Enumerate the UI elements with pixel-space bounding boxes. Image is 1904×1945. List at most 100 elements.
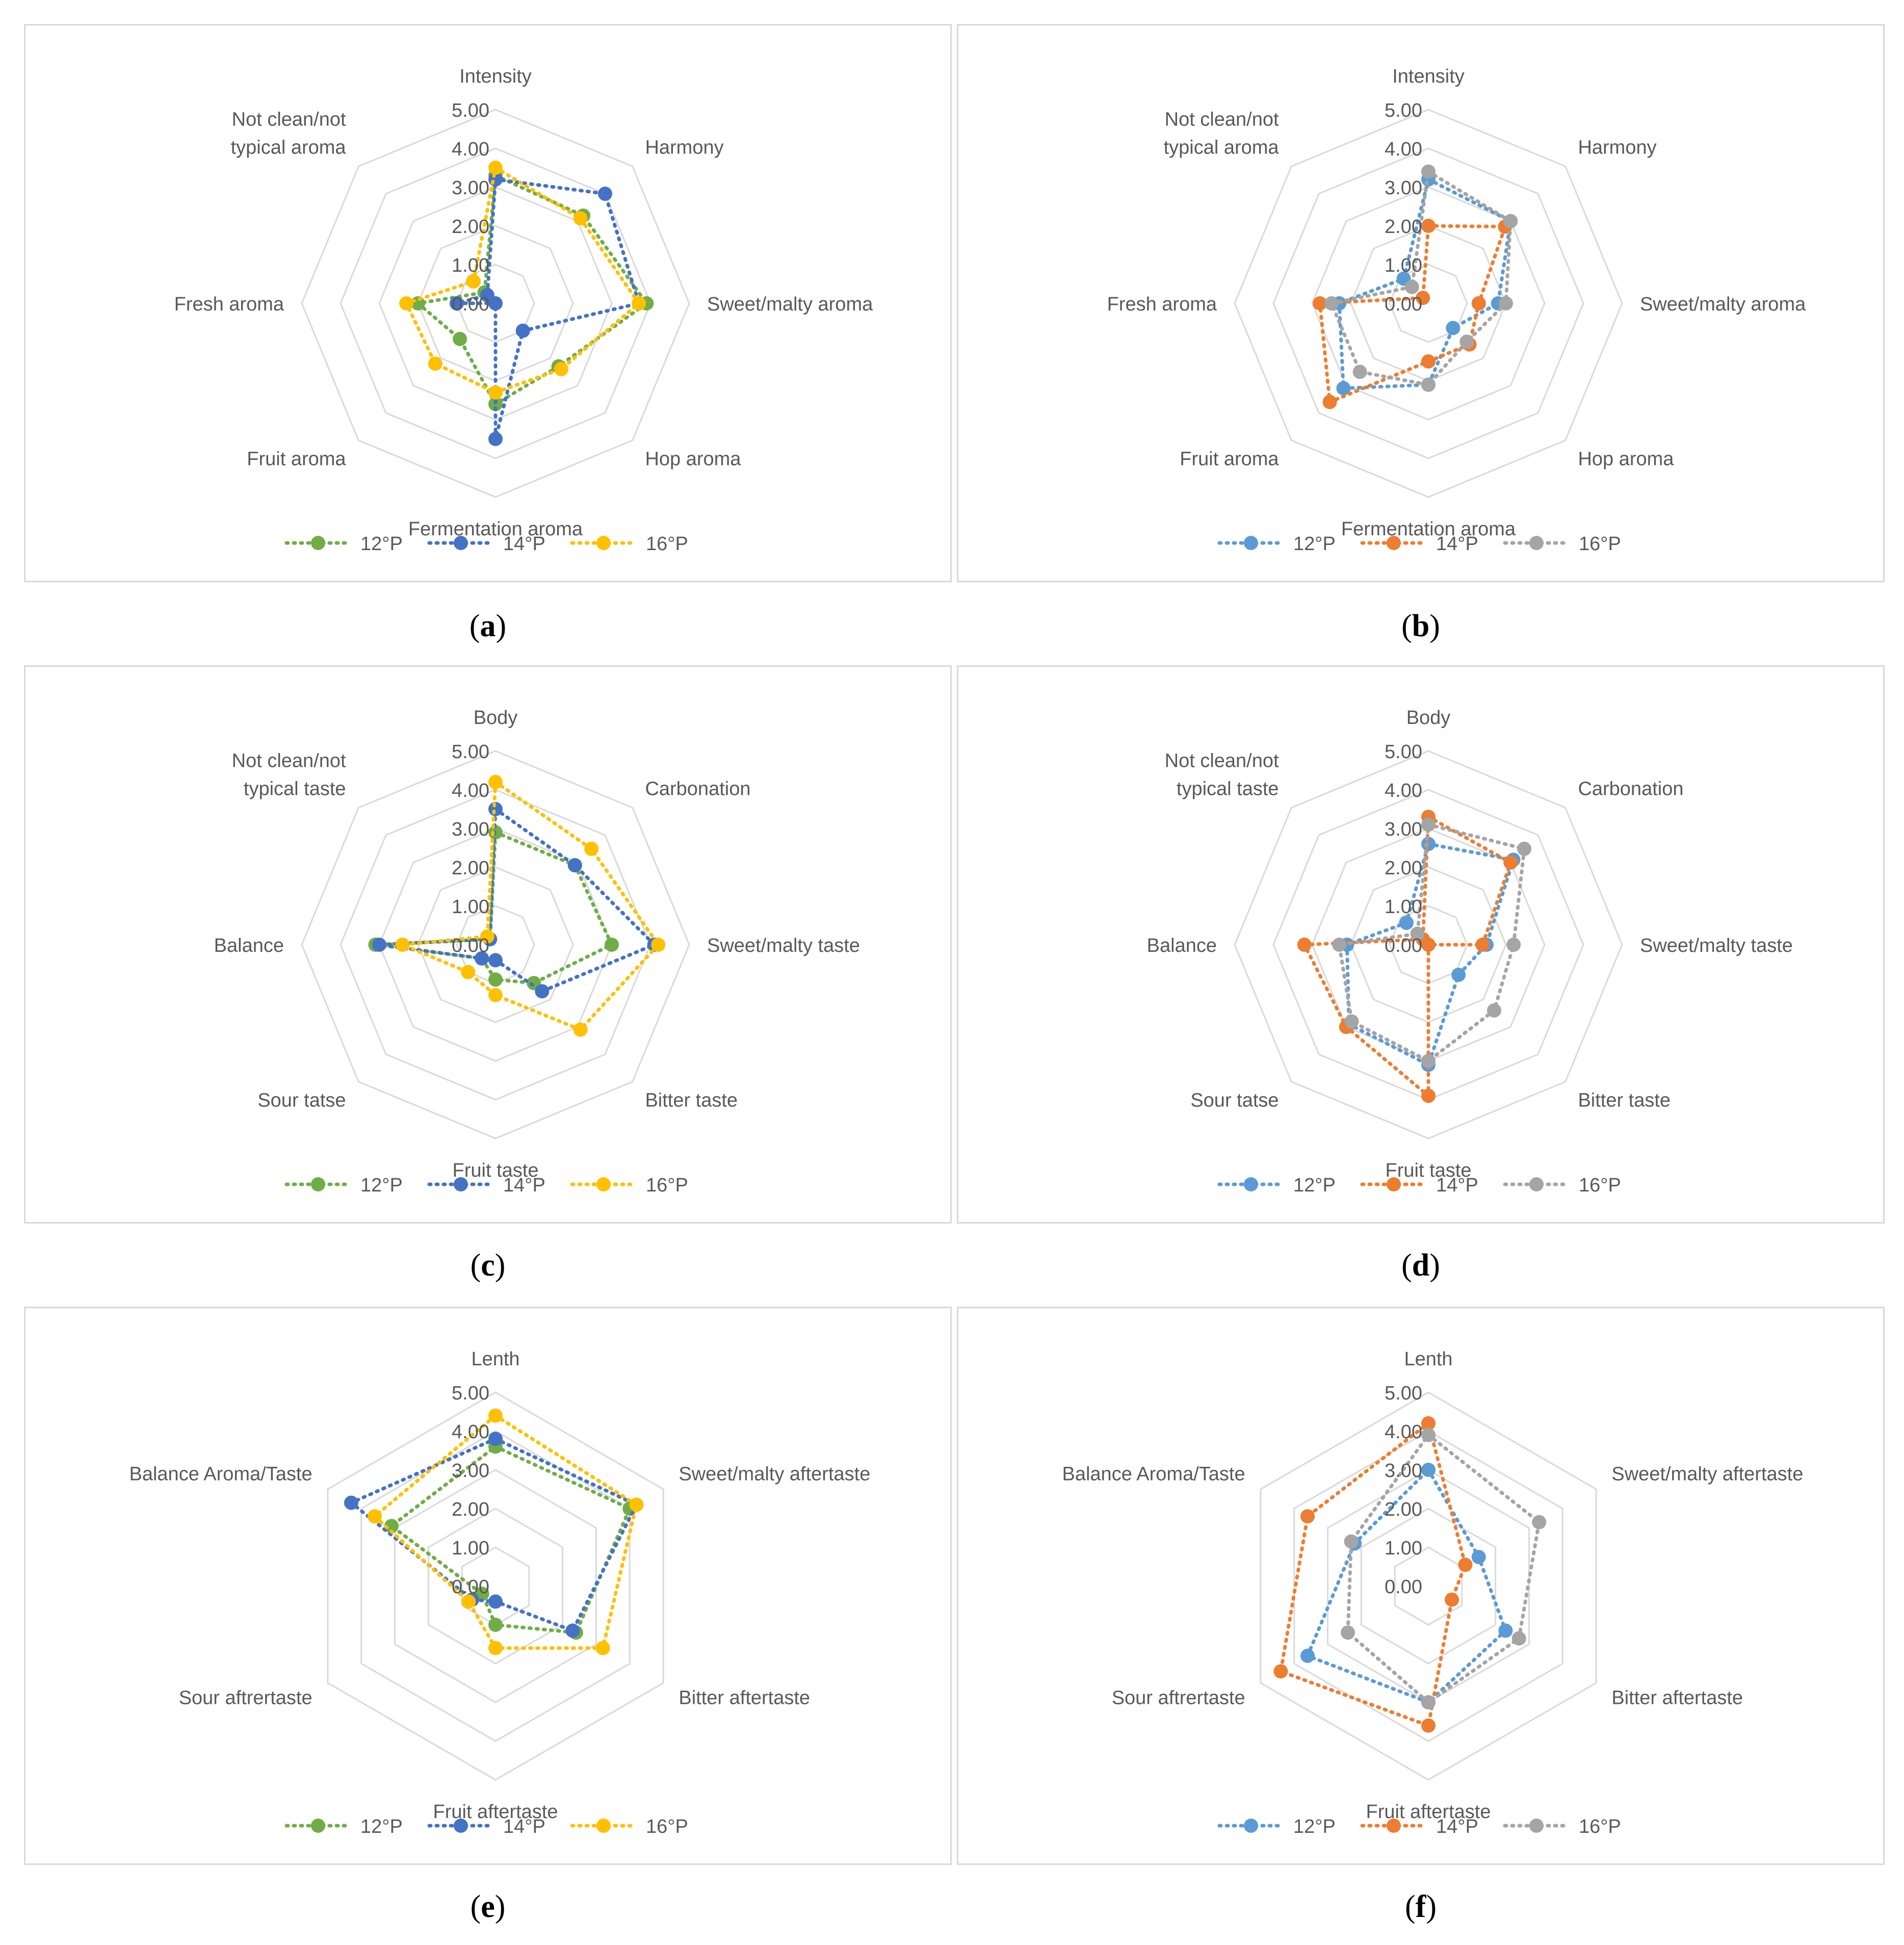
radar-gridline [417,866,574,1023]
tick-label: 3.00 [452,819,489,840]
legend-marker [311,1819,325,1833]
data-point [1499,296,1513,310]
axis-label-line: Fermentation aroma [1341,518,1516,540]
radar-chart-e: Lenth Sweet/malty aftertaste Bitter aftert… [129,1348,871,1837]
legend-label: 14°P [1436,533,1478,555]
radar-gridline [1360,1508,1497,1665]
data-point [554,361,568,376]
data-point [567,858,582,873]
caption-c: (c) [470,1248,506,1283]
legend-marker [1387,1177,1401,1191]
axis-label: Fermentation aroma [1341,518,1516,540]
legend-label: 14°P [503,1175,545,1196]
axis-label-line: Balance [1147,935,1217,956]
data-point [573,211,588,226]
data-point [629,1497,644,1512]
radar-gridline [340,147,651,459]
tick-label: 4.00 [452,139,489,160]
axis-label-line: Sweet/malty taste [1640,935,1793,956]
axis-label-line: Fruit aftertaste [433,1801,558,1823]
chart-panel-e: Lenth Sweet/malty aftertaste Bitter aftert… [24,1307,952,1865]
caption-a: (a) [469,609,507,643]
legend-label: 12°P [1293,1816,1336,1837]
tick-label: 4.00 [452,1421,489,1443]
data-point [384,1519,399,1534]
axis-label: Fruit taste [453,1160,539,1181]
legend-marker [1244,1177,1258,1191]
axis-label-line: Sour tatse [257,1090,346,1111]
caption-b: (b) [1401,609,1440,643]
legend-marker [596,1177,611,1191]
data-point [1421,1416,1436,1431]
axis-label: Intensity [459,66,532,87]
legend-label: 12°P [360,533,403,555]
axis-label: Sweet/malty taste [707,935,860,956]
tick-label: 3.00 [1385,819,1422,840]
series-line [1337,822,1526,1064]
tick-label: 1.00 [452,1538,489,1559]
axis-label-line: Sour aftrertaste [179,1688,312,1709]
data-point [1503,855,1518,870]
tick-label: 4.00 [452,780,489,801]
tick-label: 4.00 [1385,780,1422,801]
tick-label: 1.00 [1385,1538,1422,1559]
radar-gridline [360,1430,631,1742]
data-point [1344,1014,1359,1029]
radar-gridline [1311,186,1546,421]
data-point [395,938,410,952]
axis-label: Bitter taste [1578,1090,1671,1111]
axis-label-line: Balance Aroma/Taste [1062,1464,1245,1485]
axis-label: Balance Aroma/Taste [1062,1464,1245,1485]
data-point [1421,1428,1436,1442]
tick-label: 2.00 [1385,216,1422,238]
axis-label-line: Not clean/not [232,109,346,131]
axis-label: Bitter aftertaste [679,1688,810,1709]
legend-label: 12°P [1293,533,1336,555]
data-point [573,1022,588,1037]
data-point [1446,321,1460,335]
tick-label: 1.00 [452,896,489,918]
data-point [1445,1592,1459,1607]
data-point [595,1641,610,1655]
chart-panel-d: Body Carbonation Sweet/malty taste Bitter t… [957,665,1885,1224]
legend-marker [311,1177,325,1191]
data-point [1332,938,1347,952]
data-point [1498,1623,1513,1638]
legend-marker [1387,536,1401,550]
data-point [1416,291,1430,305]
radar-chart-a: Intensity Harmony Sweet/malty aroma Hop aro… [174,66,873,555]
caption-f: (f) [1405,1889,1437,1924]
chart-panel-c: Body Carbonation Sweet/malty taste Bitter t… [24,665,952,1224]
tick-label: 3.00 [452,1460,489,1482]
axis-label: Not clean/not typical taste [1165,750,1279,800]
data-point [1421,1463,1436,1477]
chart-panel-f: Lenth Sweet/malty aftertaste Bitter aftert… [957,1307,1885,1865]
data-point [1313,296,1327,310]
data-point [1297,938,1312,952]
legend-label: 16°P [646,533,688,555]
axis-label: Carbonation [645,779,750,800]
axis-label-line: Fruit aroma [247,448,346,470]
axis-label-line: Sweet/malty aftertaste [1611,1464,1803,1485]
legend-label: 16°P [1579,1816,1621,1837]
axis-label: Sweet/malty aftertaste [679,1464,870,1485]
caption-d: (d) [1401,1248,1440,1283]
legend-marker [1529,1177,1544,1191]
axis-label: Fresh aroma [1107,294,1217,315]
tick-label: 4.00 [1385,139,1422,160]
axis-label: Fresh aroma [174,294,284,315]
axis-label: Balance Aroma/Taste [129,1464,312,1485]
axis-label: Sweet/malty taste [1640,935,1793,956]
data-point [475,951,489,966]
data-point [1300,1509,1315,1524]
axis-label: Fruit aftertaste [1366,1801,1491,1823]
axis-label-line: Lenth [1404,1348,1452,1370]
data-point [1421,1088,1436,1103]
data-point [488,1641,503,1655]
tick-label: 4.00 [1385,1421,1422,1443]
data-point [372,938,386,952]
axis-label-line: Hop aroma [1578,448,1674,470]
axis-label: Balance [1147,935,1217,956]
axis-label-line: Not clean/not [1165,109,1279,131]
data-point [428,356,442,371]
